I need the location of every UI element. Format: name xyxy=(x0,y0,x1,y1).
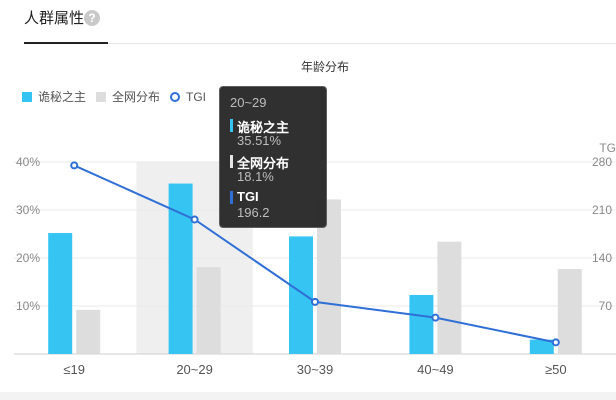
tgi-point xyxy=(190,215,199,224)
tooltip-item-name: 诡秘之主 xyxy=(237,120,290,135)
bar-series-2 xyxy=(196,267,221,354)
y-tick-label-left: 20% xyxy=(16,251,40,265)
y-tick-label-left: 40% xyxy=(16,155,40,169)
y-tick-label-left: 10% xyxy=(16,299,40,313)
y-tick-label-right: 140 xyxy=(592,251,612,265)
tooltip-marker xyxy=(230,119,233,132)
legend-label: 全网分布 xyxy=(112,90,161,104)
tgi-point xyxy=(311,297,319,306)
tooltip-title: 20~29 xyxy=(230,95,267,110)
tooltip-item-series-2: 全网分布 18.1% xyxy=(230,153,322,187)
x-tick-label: ≥50 xyxy=(545,362,567,377)
bar-series-1 xyxy=(48,233,73,354)
tab-crowd-attributes[interactable]: 人群属性 xyxy=(24,10,85,27)
y-tick-label-right: 280 xyxy=(592,155,612,169)
bar-series-1 xyxy=(409,294,434,354)
chart-tooltip: 20~29 诡秘之主 35.51% 全网分布 18.1% TGI 196.2 xyxy=(219,86,327,228)
bar-series-2 xyxy=(437,241,462,354)
chart-title: 年龄分布 xyxy=(300,60,349,74)
active-tab-underline xyxy=(24,42,108,44)
legend-label: 诡秘之主 xyxy=(38,90,87,104)
tooltip-marker xyxy=(230,155,233,168)
x-tick-label: 20~29 xyxy=(176,362,213,377)
bar-series-2 xyxy=(76,309,101,354)
y-tick-label-left: 30% xyxy=(16,203,40,217)
tgi-point xyxy=(431,313,440,322)
tab-divider xyxy=(24,43,616,44)
x-tick-label: 30~39 xyxy=(297,362,334,377)
panel-tab-bar: 人群属性 ? xyxy=(24,10,616,44)
help-icon[interactable]: ? xyxy=(84,10,100,26)
bar-series-2 xyxy=(557,269,582,354)
tooltip-item-name: 全网分布 xyxy=(237,156,290,171)
legend-ring-icon xyxy=(170,92,180,102)
bar-series-1 xyxy=(529,339,554,354)
tooltip-item-series-1: 诡秘之主 35.51% xyxy=(230,117,322,151)
tooltip-item-value: 196.2 xyxy=(237,205,270,220)
legend-label: TGI xyxy=(186,90,206,104)
tooltip-item-tgi: TGI 196.2 xyxy=(230,189,322,223)
tgi-point xyxy=(70,161,79,170)
tgi-point xyxy=(551,338,560,347)
x-tick-label: 40~49 xyxy=(417,362,454,377)
y-tick-label-right: 210 xyxy=(592,203,612,217)
tooltip-item-value: 35.51% xyxy=(237,133,282,148)
bar-series-1 xyxy=(168,183,193,354)
legend-swatch-series-1 xyxy=(22,92,32,102)
legend-swatch-series-2 xyxy=(96,92,106,102)
y-tick-label-right: 70 xyxy=(599,299,613,313)
bar-series-1 xyxy=(289,236,313,354)
tooltip-item-name: TGI xyxy=(237,189,259,204)
x-tick-label: ≤19 xyxy=(63,362,85,377)
tooltip-item-value: 18.1% xyxy=(237,169,274,184)
tooltip-marker xyxy=(230,191,233,204)
right-axis-title: TG xyxy=(599,141,616,155)
